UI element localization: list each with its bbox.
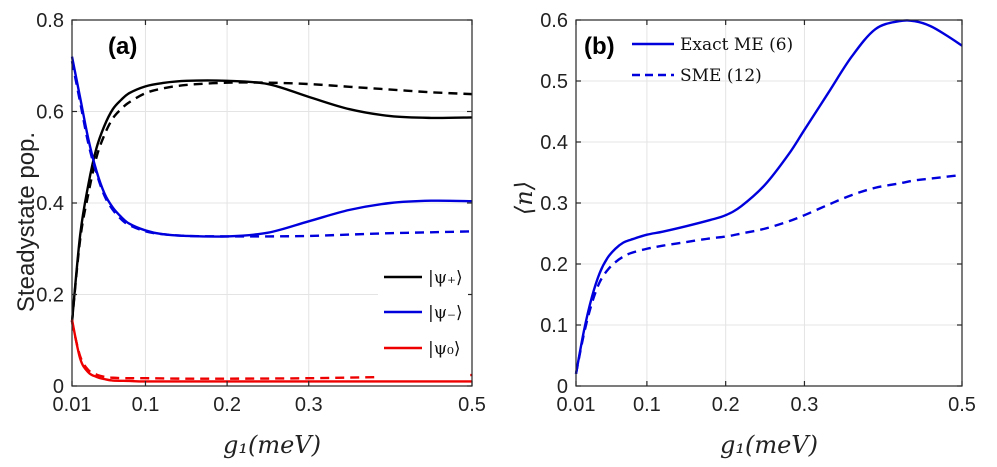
panel-b-legend: Exact ME (6) SME (12) [632, 35, 793, 86]
panel-a-y-tick-label-3: 0.6 [36, 102, 64, 124]
panel-a-y-tick-label-1: 0.2 [36, 285, 64, 307]
panel-b-series-sme-line [574, 173, 963, 375]
panel-a-y-tick-label-4: 0.8 [36, 10, 64, 32]
panel-a-label: (a) [108, 33, 137, 60]
panel-a-legend-label-psi-zero: |ψ₀⟩ [428, 339, 461, 359]
panel-a-series-psi_minus-sme-line [70, 60, 473, 238]
panel-b-x-tick-label-0: 0.01 [557, 394, 596, 416]
panel-b-x-axis-label: g₁(meV) [720, 431, 818, 459]
panel-b-x-tick-label-1: 0.1 [633, 394, 661, 416]
panel-a-ticks: 0.01 0.1 0.2 0.3 0.5 0 0.2 0.4 0.6 0.8 [36, 10, 486, 416]
panel-a-y-tick-label-0: 0 [53, 376, 64, 398]
panel-b-y-tick-label-1: 0.1 [540, 315, 568, 337]
panel-a-y-axis-label: Steadystate pop. [13, 132, 40, 312]
panel-b-x-tick-label-2: 0.2 [712, 394, 740, 416]
panel-b-x-tick-label-4: 0.5 [948, 394, 976, 416]
panel-b-y-tick-label-3: 0.3 [540, 193, 568, 215]
panel-b-y-tick-label-5: 0.5 [540, 71, 568, 93]
panel-b-series-exact-line [574, 19, 963, 375]
panel-b-y-tick-label-0: 0 [557, 376, 568, 398]
panel-b-ticks: 0.01 0.1 0.2 0.3 0.5 0 0.1 0.2 0.3 0.4 0.5 0.6 [540, 10, 976, 416]
panel-a-x-axis-label: g₁(meV) [223, 431, 321, 459]
panel-a-x-tick-label-3: 0.3 [295, 394, 323, 416]
panel-b-y-tick-label-6: 0.6 [540, 10, 568, 32]
panel-b-label: (b) [584, 33, 615, 60]
panel-a-series-psi_plus-exact-line [70, 79, 473, 323]
panel-b-x-tick-label-3: 0.3 [791, 394, 819, 416]
panel-a-series-psi_zero-exact-line [70, 319, 472, 383]
panel-b-chart: 0.01 0.1 0.2 0.3 0.500.10.20.30.40.50.6 (b) … [510, 10, 976, 459]
panel-b-grid [576, 20, 962, 386]
panel-b-y-tick-label-4: 0.4 [540, 132, 568, 154]
panel-a-x-tick-label-1: 0.1 [132, 394, 160, 416]
panel-a-x-tick-label-4: 0.5 [458, 394, 486, 416]
panel-a-legend: |ψ₊⟩ |ψ₋⟩ |ψ₀⟩ [378, 256, 468, 380]
panel-b-legend-label-sme: SME (12) [680, 66, 762, 86]
panel-a-legend-label-psi-plus: |ψ₊⟩ [428, 268, 463, 288]
panel-b-y-axis-label: ⟨n⟩ [510, 181, 538, 215]
panel-a-series-layer [70, 56, 473, 383]
panel-b-legend-label-exact: Exact ME (6) [680, 35, 793, 55]
panel-a-series-psi_zero-sme-line [70, 321, 473, 380]
panel-b-y-tick-label-2: 0.2 [540, 254, 568, 276]
panel-a-x-tick-label-2: 0.2 [213, 394, 241, 416]
panel-a-x-tick-label-0: 0.01 [53, 394, 92, 416]
panel-b-series-layer [574, 19, 963, 375]
panel-a-legend-label-psi-minus: |ψ₋⟩ [428, 303, 463, 323]
panel-a-y-tick-label-2: 0.4 [36, 193, 64, 215]
panel-a-chart: 0.01 0.1 0.2 0.3 0.5 0 0.2 0.4 0.6 0.8 (a) Steady… [13, 10, 486, 459]
